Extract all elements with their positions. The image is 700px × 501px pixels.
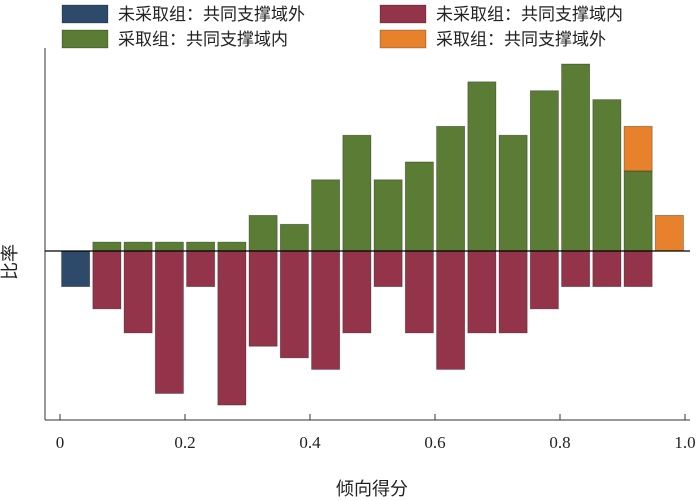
legend-swatch [379, 29, 427, 49]
x-tick-label: 0.2 [174, 433, 195, 452]
bar-series-1-bin-3 [186, 250, 216, 288]
bar-series-2-bin-11 [436, 125, 466, 252]
bar-series-1-bin-17 [623, 250, 653, 288]
bar-series-2-bin-10 [404, 161, 434, 252]
bar-series-1-bin-11 [436, 250, 466, 370]
bar-series-1-bin-12 [467, 250, 497, 334]
bar-series-2-bin-2 [154, 241, 184, 252]
bar-series-2-bin-1 [123, 241, 153, 252]
bar-series-1-bin-10 [404, 250, 434, 334]
bar-series-1-bin-1 [123, 250, 153, 334]
bar-series-2-bin-3 [186, 241, 216, 252]
bar-series-1-bin-8 [342, 250, 372, 334]
y-axis-title: 比率 [0, 244, 21, 280]
bar-series-2-bin-14 [529, 90, 559, 252]
bar-series-1-bin-7 [311, 250, 341, 370]
bar-series-1-bin-13 [498, 250, 528, 334]
legend-swatch [379, 4, 427, 24]
legend-label: 采取组：共同支撑域外 [436, 30, 606, 50]
x-tick-label: 0.6 [424, 433, 445, 452]
bar-series-2-bin-13 [498, 134, 528, 252]
bar-series-2-bin-9 [373, 179, 403, 252]
bar-series-2-bin-5 [248, 214, 278, 252]
bar-series-1-bin-15 [561, 250, 591, 288]
bar-series-1-bin-9 [373, 250, 403, 288]
x-ticks-group: 0 0.2 0.4 0.6 0.8 1.0 [56, 414, 696, 452]
bar-series-3-bin-1 [654, 214, 684, 252]
bar-series-2-bin-12 [467, 81, 497, 252]
bar-series-2-bin-0 [92, 241, 122, 252]
x-axis-title: 倾向得分 [336, 479, 408, 500]
x-tick-label: 0.8 [549, 433, 570, 452]
legend-swatch [61, 4, 109, 24]
x-tick-label: 0.4 [299, 433, 321, 452]
bar-series-2-bin-4 [217, 241, 247, 252]
bar-series-2-bin-17 [623, 170, 653, 252]
bar-series-2-bin-6 [279, 223, 309, 252]
legend-label: 未采取组：共同支撑域内 [436, 5, 623, 25]
bar-series-1-bin-4 [217, 250, 247, 406]
bar-series-1-bin-14 [529, 250, 559, 310]
bar-series-0-bin-0 [61, 250, 91, 288]
x-tick-label: 1.0 [674, 433, 695, 452]
bar-series-2-bin-15 [561, 63, 591, 252]
bar-series-1-bin-6 [279, 250, 309, 359]
x-tick-label: 0 [56, 433, 65, 452]
bar-series-1-bin-16 [592, 250, 622, 288]
bar-series-1-bin-0 [92, 250, 122, 310]
bar-series-2-bin-8 [342, 134, 372, 252]
bar-series-1-bin-5 [248, 250, 278, 347]
bar-series-2-bin-16 [592, 99, 622, 252]
legend-label: 未采取组：共同支撑域外 [118, 5, 305, 25]
legend-swatch [61, 29, 109, 49]
bar-series-2-bin-7 [311, 179, 341, 252]
bar-series-1-bin-2 [154, 250, 184, 394]
legend-label: 采取组：共同支撑域内 [118, 30, 288, 50]
bars-group [61, 63, 684, 406]
bar-series-3-bin-0 [623, 125, 653, 172]
